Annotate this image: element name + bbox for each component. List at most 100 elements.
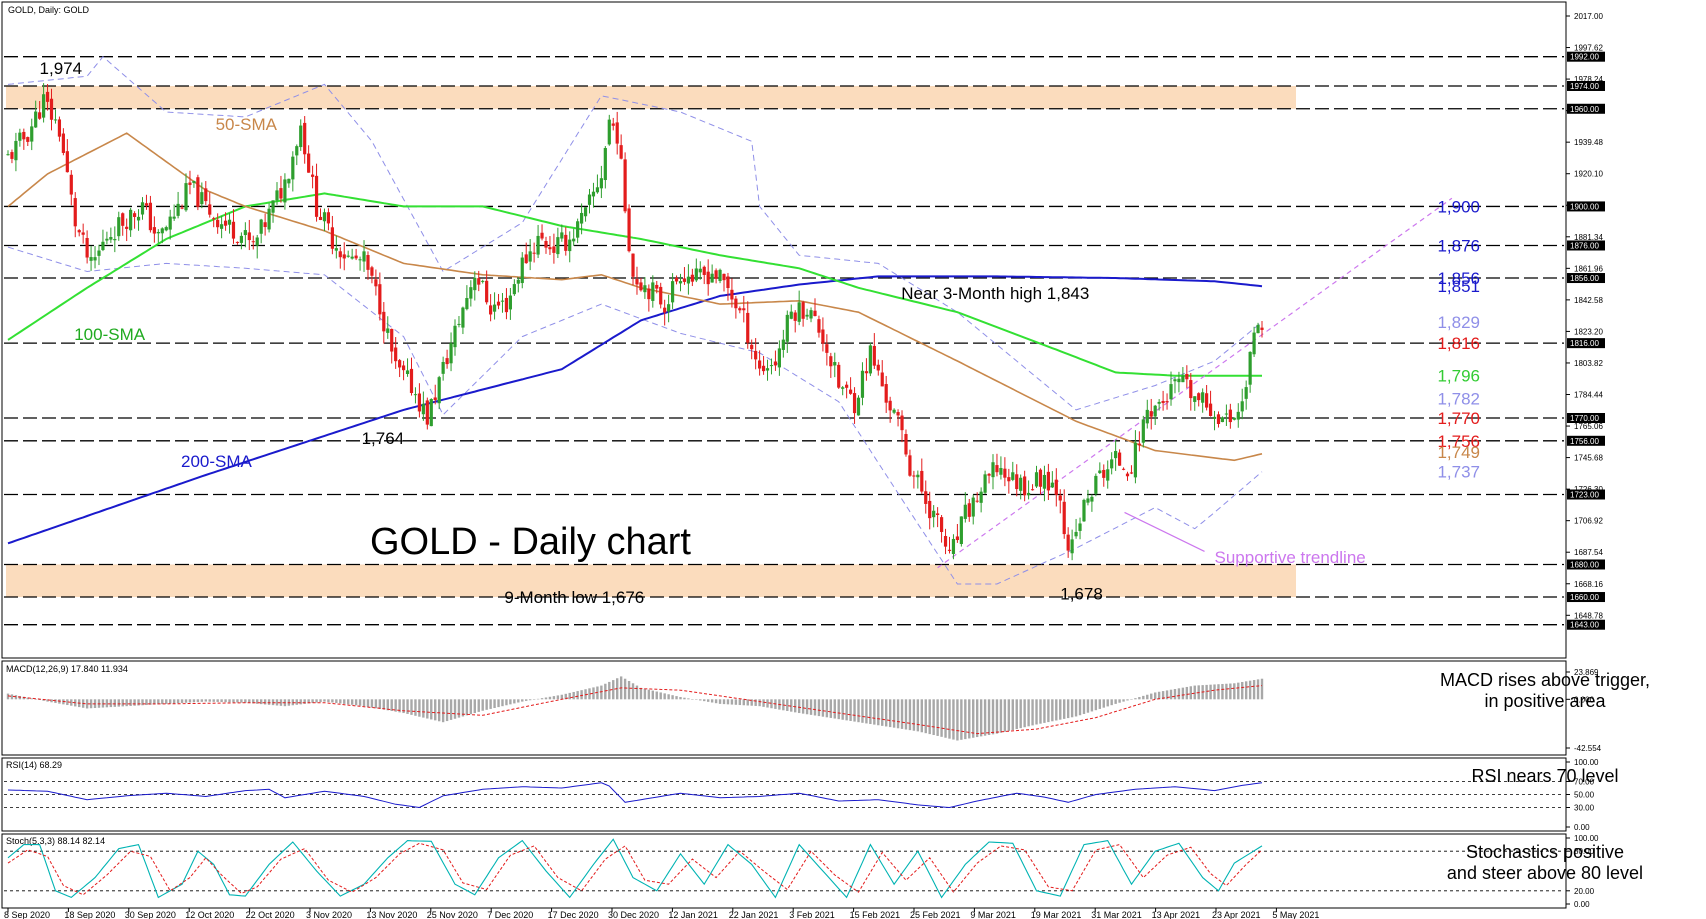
- macd-bar: [430, 699, 433, 720]
- candle-body: [1169, 384, 1173, 400]
- macd-bar: [687, 698, 690, 700]
- macd-bar: [552, 696, 556, 700]
- candle-body: [1228, 409, 1232, 423]
- price-tick-label: 1978.24: [1574, 75, 1603, 84]
- macd-bar: [157, 699, 160, 705]
- macd-bar: [121, 699, 124, 707]
- candle-body: [983, 474, 987, 493]
- macd-bar: [168, 699, 172, 704]
- candle-body: [485, 280, 489, 303]
- macd-bar: [1055, 699, 1058, 721]
- candle-body: [726, 276, 730, 289]
- price-level-box: [1567, 413, 1605, 424]
- time-tick-label: 8 Sep 2020: [4, 910, 50, 919]
- candle-body: [904, 434, 908, 455]
- macd-bar: [26, 697, 29, 700]
- candle-body: [132, 213, 137, 217]
- candle-body: [576, 221, 580, 238]
- candle-body: [307, 153, 311, 173]
- bollinger-lower: [7, 246, 1263, 585]
- macd-bar: [1146, 694, 1149, 700]
- candle-body: [888, 400, 892, 411]
- macd-bar: [457, 699, 461, 718]
- candle-body: [1224, 413, 1228, 415]
- candle-body: [623, 159, 627, 212]
- time-tick-label: 30 Sep 2020: [125, 910, 176, 919]
- bollinger-bands: [7, 55, 1263, 585]
- candle-body: [1086, 498, 1090, 503]
- macd-bar: [244, 699, 247, 703]
- macd-bar: [1047, 699, 1050, 723]
- macd-bar: [517, 699, 520, 703]
- candle-body: [1145, 409, 1149, 424]
- macd-bar: [904, 699, 908, 730]
- price-tick-label: 1823.20: [1574, 327, 1603, 336]
- macd-header: MACD(12,26,9) 17.840 11.934: [6, 664, 128, 674]
- macd-bar: [208, 699, 211, 702]
- candle-body: [967, 503, 971, 517]
- macd-bar: [742, 699, 745, 706]
- candle-body: [777, 348, 781, 368]
- candle-body: [216, 219, 220, 228]
- candle-body: [22, 131, 26, 140]
- price-level-label: 1770.00: [1570, 414, 1599, 423]
- annotation-label: 1,764: [362, 429, 405, 448]
- price-level-box: [1567, 435, 1605, 446]
- macd-bar: [881, 699, 884, 726]
- macd-bar: [588, 688, 591, 700]
- candle-body: [1094, 475, 1098, 494]
- candle-body: [746, 312, 750, 343]
- candle-body: [370, 267, 374, 276]
- macd-bar: [940, 699, 943, 737]
- candle-body: [655, 284, 659, 289]
- candle-body: [663, 307, 667, 313]
- price-level-box: [1567, 80, 1605, 91]
- candle-body: [69, 174, 73, 195]
- candle-body: [93, 257, 97, 261]
- macd-bar: [85, 699, 89, 709]
- macd-series: [6, 676, 1264, 741]
- macd-bar: [532, 699, 536, 700]
- candle-body: [136, 216, 141, 221]
- price-level-label: 1756.00: [1570, 437, 1599, 446]
- candle-body: [951, 538, 956, 555]
- level-value-label: 1,749: [1437, 443, 1480, 462]
- candle-body: [421, 403, 425, 415]
- candle-body: [758, 360, 762, 369]
- candle-body: [999, 468, 1003, 475]
- macd-bar: [398, 699, 401, 713]
- macd-bar: [536, 698, 540, 700]
- macd-bar: [1248, 680, 1252, 700]
- macd-bar: [370, 699, 374, 708]
- candle-body: [413, 394, 418, 396]
- price-tick-label: 1842.58: [1574, 296, 1603, 305]
- macd-bar: [267, 699, 271, 705]
- macd-bar: [232, 699, 235, 703]
- macd-bar: [319, 699, 322, 703]
- macd-bar: [1134, 698, 1137, 700]
- macd-bar: [1015, 699, 1018, 730]
- candlesticks: [6, 83, 1264, 561]
- candle-body: [172, 216, 176, 219]
- macd-bar: [1090, 699, 1094, 712]
- candle-body: [89, 257, 93, 261]
- macd-bar: [358, 699, 362, 706]
- candle-body: [1062, 501, 1066, 535]
- candle-body: [398, 360, 402, 368]
- macd-panel: MACD(12,26,9) 17.840 11.934 MACD rises a…: [1, 660, 1650, 756]
- macd-bar: [849, 699, 852, 721]
- macd-bar: [845, 699, 848, 721]
- time-tick-label: 3 Nov 2020: [306, 910, 352, 919]
- candle-body: [6, 154, 10, 156]
- price-level-label: 1876.00: [1570, 241, 1599, 250]
- candle-body: [34, 111, 38, 128]
- level-value-label: 1,829: [1437, 313, 1480, 332]
- candle-body: [1082, 499, 1086, 522]
- candle-body: [769, 365, 774, 367]
- macd-bar: [473, 699, 476, 714]
- candle-body: [231, 221, 236, 239]
- macd-bar: [145, 699, 148, 706]
- candle-body: [955, 536, 960, 541]
- time-tick-label: 17 Dec 2020: [548, 910, 599, 919]
- macd-bar: [347, 699, 350, 705]
